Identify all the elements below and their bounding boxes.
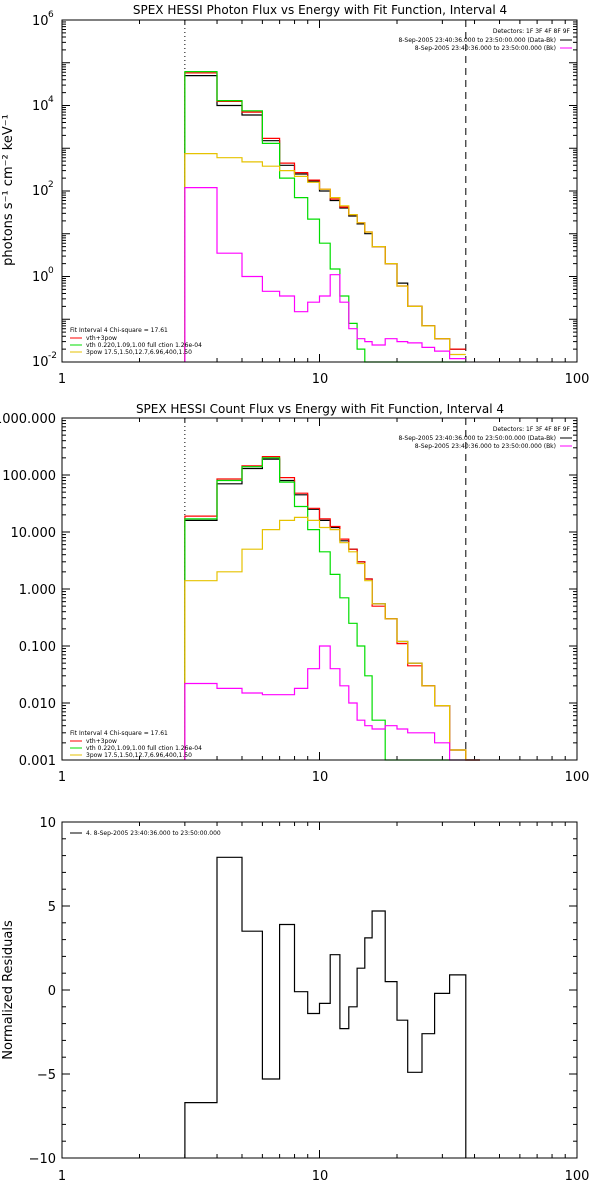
photon-x-tick-label: 10 [312, 372, 329, 387]
photon-plot-area [61, 20, 577, 363]
count-legend-bottom-left: Fit Interval 4 Chi-square = 17.61 vth+3p… [70, 730, 202, 759]
photon-plot-frame [61, 19, 578, 363]
legend-entry-label: vth 0.220,1.09,1.00 full ction 1.26e-04 [86, 342, 202, 349]
legend-entry-label: vth+3pow [86, 335, 117, 342]
svg-text:10: 10 [32, 270, 49, 285]
series-yellow-step-line [184, 153, 466, 362]
series-black-step-line [184, 75, 466, 362]
photon-y-tick-label: 10 -2 [32, 351, 57, 370]
photon-y-axis-label: photons s⁻¹ cm⁻² keV⁻¹ [1, 114, 16, 266]
count-x-tick-label: 1 [58, 770, 66, 785]
residuals-y-tick-label: 10 [39, 816, 56, 831]
photon-chart-title: SPEX HESSI Photon Flux vs Energy with Fi… [133, 3, 507, 17]
count-y-tick-label: 1000.000 [0, 412, 56, 427]
legend-entry-label: 3pow 17.5,1.50,12.7,6.96,400,1.50 [86, 349, 192, 356]
series-magenta-step-line [184, 187, 466, 362]
series-red-step-line [184, 72, 466, 362]
photon-x-tick-label: 1 [58, 372, 66, 387]
legend-entry-label: 8-Sep-2005 23:40:36.000 to 23:50:00.000 … [398, 435, 556, 442]
residuals-x-tick-label: 1 [58, 1169, 66, 1184]
photon-x-tick-label: 100 [565, 372, 590, 387]
legend-header: Detectors: 1F 3F 4F 8F 9F [493, 426, 571, 433]
residuals-x-tick-label: 100 [565, 1169, 590, 1184]
residuals-y-axis-label: Normalized Residuals [1, 920, 16, 1060]
series-black-step-line [184, 458, 480, 761]
svg-text:10: 10 [32, 355, 49, 370]
legend-entry-label: 8-Sep-2005 23:40:36.000 to 23:50:00.000 … [398, 37, 556, 44]
residuals-y-tick-label: 5 [48, 900, 56, 915]
series-red-step-line [184, 456, 480, 761]
count-y-tick-label: 0.001 [19, 754, 56, 769]
legend-entry-label: vth 0.220,1.09,1.00 full ction 1.26e-04 [86, 745, 202, 752]
svg-text:10: 10 [32, 184, 49, 199]
legend-entry-label: 4. 8-Sep-2005 23:40:36.000 to 23:50:00.0… [86, 830, 221, 837]
series-black-step-line [184, 856, 467, 1158]
legend-header: Fit Interval 4 Chi-square = 17.61 [70, 730, 168, 737]
legend-entry-label: 8-Sep-2005 23:40:36.000 to 23:50:00.000 … [415, 45, 556, 52]
residuals-y-tick-label: −5 [37, 1068, 56, 1083]
count-y-tick-label: 10.000 [11, 526, 57, 541]
svg-text:6: 6 [48, 10, 54, 20]
svg-text:2: 2 [48, 180, 54, 190]
count-plot-frame [61, 417, 578, 761]
svg-text:4: 4 [48, 95, 54, 105]
series-yellow-step-line [184, 516, 480, 761]
photon-y-tick-label: 10 6 [32, 10, 54, 29]
count-legend-top-right: Detectors: 1F 3F 4F 8F 9F 8-Sep-2005 23:… [398, 426, 572, 450]
residuals-y-tick-label: −10 [29, 1152, 56, 1167]
svg-text:10: 10 [32, 99, 49, 114]
count-chart-title: SPEX HESSI Count Flux vs Energy with Fit… [136, 402, 504, 416]
count-plot-area [61, 418, 577, 761]
svg-text:0: 0 [48, 266, 54, 276]
series-green-step-line [184, 71, 466, 363]
count-panel: SPEX HESSI Count Flux vs Energy with Fit… [0, 402, 589, 785]
photon-y-tick-label: 10 2 [32, 180, 54, 199]
legend-entry-label: 8-Sep-2005 23:40:36.000 to 23:50:00.000 … [415, 443, 556, 450]
count-y-tick-label: 0.010 [19, 697, 56, 712]
photon-y-tick-label: 10 0 [32, 266, 54, 285]
count-y-tick-label: 1.000 [19, 583, 56, 598]
series-green-step-line [184, 457, 480, 761]
photon-legend-top-right: Detectors: 1F 3F 4F 8F 9F 8-Sep-2005 23:… [398, 28, 572, 52]
residuals-plot-frame [61, 821, 578, 1159]
legend-header: Detectors: 1F 3F 4F 8F 9F [493, 28, 571, 35]
photon-legend-bottom-left: Fit Interval 4 Chi-square = 17.61 vth+3p… [70, 327, 202, 356]
count-y-tick-label: 100.000 [2, 469, 56, 484]
legend-entry-label: 3pow 17.5,1.50,12.7,6.96,400,1.50 [86, 752, 192, 759]
count-y-tick-label: 0.100 [19, 640, 56, 655]
count-x-tick-label: 100 [565, 770, 590, 785]
legend-entry-label: vth+3pow [86, 738, 117, 745]
svg-text:10: 10 [32, 14, 49, 29]
series-magenta-step-line [184, 645, 480, 761]
photon-panel: SPEX HESSI Photon Flux vs Energy with Fi… [1, 3, 589, 387]
count-x-tick-label: 10 [312, 770, 329, 785]
residuals-legend: 4. 8-Sep-2005 23:40:36.000 to 23:50:00.0… [70, 830, 221, 837]
residuals-panel: Normalized Residuals 1 10 100 −10 −5 0 5… [1, 816, 589, 1184]
residuals-x-tick-label: 10 [312, 1169, 329, 1184]
legend-header: Fit Interval 4 Chi-square = 17.61 [70, 327, 168, 334]
residuals-plot-area [61, 821, 577, 1159]
svg-text:-2: -2 [48, 351, 57, 361]
residuals-y-tick-label: 0 [48, 984, 56, 999]
photon-y-tick-label: 10 4 [32, 95, 54, 114]
